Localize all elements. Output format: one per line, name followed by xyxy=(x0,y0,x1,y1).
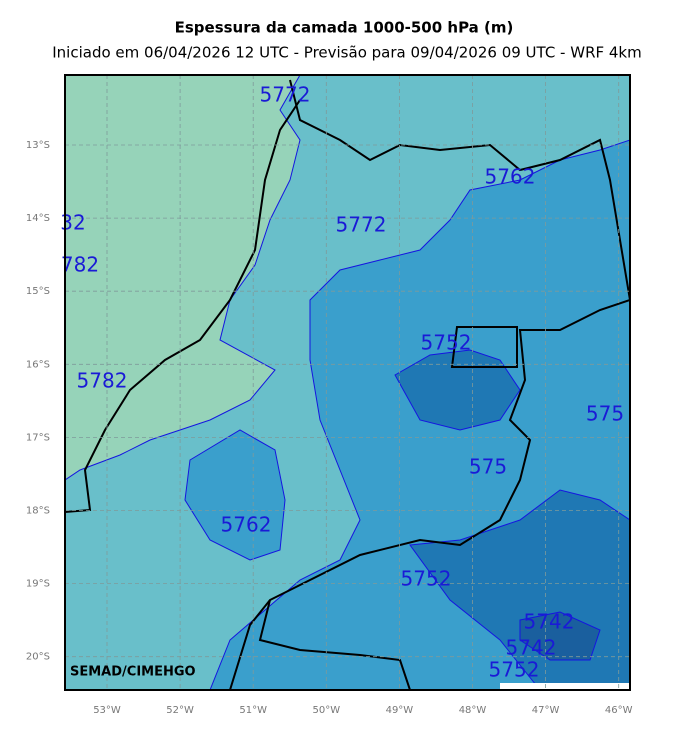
graticule xyxy=(65,75,630,690)
contour-label: 5742 xyxy=(506,636,557,660)
field-below-5742 xyxy=(519,611,601,661)
lat-label: 20°S xyxy=(26,652,50,663)
state-border xyxy=(258,599,411,690)
lon-label: 49°W xyxy=(386,705,414,716)
contour-label: 575 xyxy=(586,402,624,426)
subtitle: Iniciado em 06/04/2026 12 UTC - Previsão… xyxy=(52,44,641,62)
contour-label: 5752 xyxy=(401,567,452,591)
lon-label: 53°W xyxy=(93,705,121,716)
lat-label: 16°S xyxy=(26,359,50,370)
contour-label: 5772 xyxy=(336,213,387,237)
lon-label: 48°W xyxy=(459,705,487,716)
contour-label: 5782 xyxy=(77,369,128,393)
state-border xyxy=(65,99,301,513)
lon-label: 50°W xyxy=(312,705,340,716)
credit: SEMAD/CIMEHGO xyxy=(70,665,196,680)
contour-label: 782 xyxy=(61,253,99,277)
lon-label: 47°W xyxy=(532,705,560,716)
no-data xyxy=(500,683,630,690)
lon-label: 46°W xyxy=(605,705,633,716)
lon-label: 52°W xyxy=(166,705,194,716)
contour-label: 5762 xyxy=(485,165,536,189)
map-frame xyxy=(64,74,631,691)
map xyxy=(65,75,630,690)
contour-label: 5762 xyxy=(221,513,272,537)
contour-labels: 5772576257723278257525782575575576257525… xyxy=(60,83,624,682)
field-5742-5752 xyxy=(394,349,521,431)
lat-label: 15°S xyxy=(26,286,50,297)
contour-label: 575 xyxy=(469,455,507,479)
contour-label: 5742 xyxy=(524,610,575,634)
lat-label: 19°S xyxy=(26,579,50,590)
state-border xyxy=(229,79,630,690)
contour-label: 5752 xyxy=(489,658,540,682)
lat-label: 17°S xyxy=(26,432,50,443)
contour-label: 5752 xyxy=(421,331,472,355)
contour-label: 5772 xyxy=(260,83,311,107)
lat-label: 14°S xyxy=(26,213,50,224)
lat-label: 13°S xyxy=(26,140,50,151)
field-5752-5762 xyxy=(184,429,286,561)
federal-district-border xyxy=(450,326,518,368)
lon-label: 51°W xyxy=(239,705,267,716)
title: Espessura da camada 1000-500 hPa (m) xyxy=(175,19,514,37)
lat-label: 18°S xyxy=(26,506,50,517)
